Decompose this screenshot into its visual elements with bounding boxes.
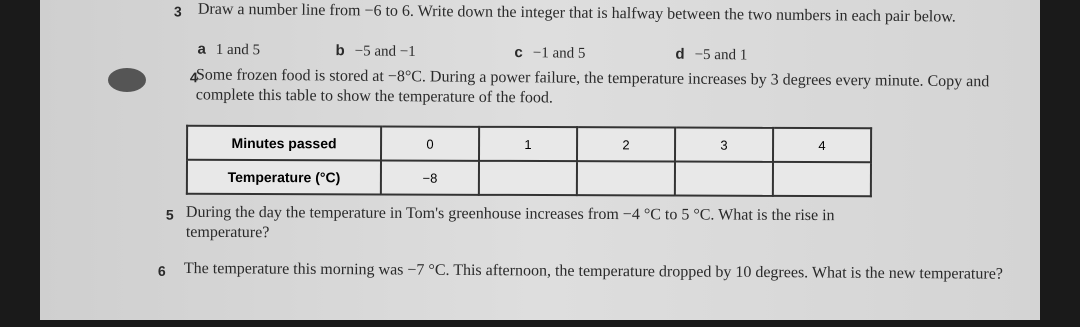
page: 3 Draw a number line from −6 to 6. Write … bbox=[40, 0, 1040, 320]
table-row: Minutes passed 0 1 2 3 4 bbox=[187, 125, 872, 163]
row-header: Temperature (°C) bbox=[186, 159, 382, 195]
table-cell: 4 bbox=[772, 127, 872, 163]
question-text: During the day the temperature in Tom's … bbox=[185, 203, 835, 242]
part: b −5 and −1 bbox=[335, 41, 415, 62]
row-header: Minutes passed bbox=[187, 125, 382, 161]
part: c −1 and 5 bbox=[514, 43, 585, 64]
temperature-table: Minutes passed 0 1 2 3 4 Temperature (°C) −8 bbox=[185, 124, 873, 198]
table-cell bbox=[478, 160, 577, 196]
question-text: Draw a number line from −6 to 6. Write d… bbox=[197, 0, 956, 26]
question: 6 The temperature this morning was −7 °C.… bbox=[40, 260, 1040, 327]
part-text: −5 and 1 bbox=[694, 46, 748, 64]
part: a 1 and 5 bbox=[197, 40, 260, 61]
question-number: 6 bbox=[157, 262, 166, 279]
table-cell bbox=[674, 161, 773, 196]
table-cell: −8 bbox=[380, 160, 480, 195]
textbook-page: 3 Draw a number line from −6 to 6. Write … bbox=[40, 0, 1040, 320]
table-row: Temperature (°C) −8 bbox=[186, 159, 871, 197]
part-label: b bbox=[335, 42, 345, 60]
question: 3 Draw a number line from −6 to 6. Write … bbox=[39, 0, 1040, 70]
part-label: c bbox=[514, 43, 523, 62]
part-text: −5 and −1 bbox=[354, 43, 416, 60]
table-cell: 3 bbox=[674, 127, 774, 162]
question-text: Some frozen food is stored at −8°C. Duri… bbox=[195, 66, 990, 107]
table-cell bbox=[576, 161, 675, 196]
part-label: a bbox=[197, 40, 206, 58]
table-cell bbox=[772, 161, 871, 197]
question-number: 5 bbox=[165, 206, 174, 223]
part: d −5 and 1 bbox=[675, 45, 747, 66]
table-cell: 2 bbox=[576, 127, 676, 162]
discussion-icon bbox=[108, 68, 146, 92]
table-cell: 1 bbox=[479, 126, 578, 162]
part-text: 1 and 5 bbox=[215, 41, 261, 59]
question-number: 3 bbox=[173, 3, 182, 20]
table-cell: 0 bbox=[381, 126, 480, 161]
part-label: d bbox=[675, 45, 685, 63]
part-text: −1 and 5 bbox=[532, 45, 586, 62]
